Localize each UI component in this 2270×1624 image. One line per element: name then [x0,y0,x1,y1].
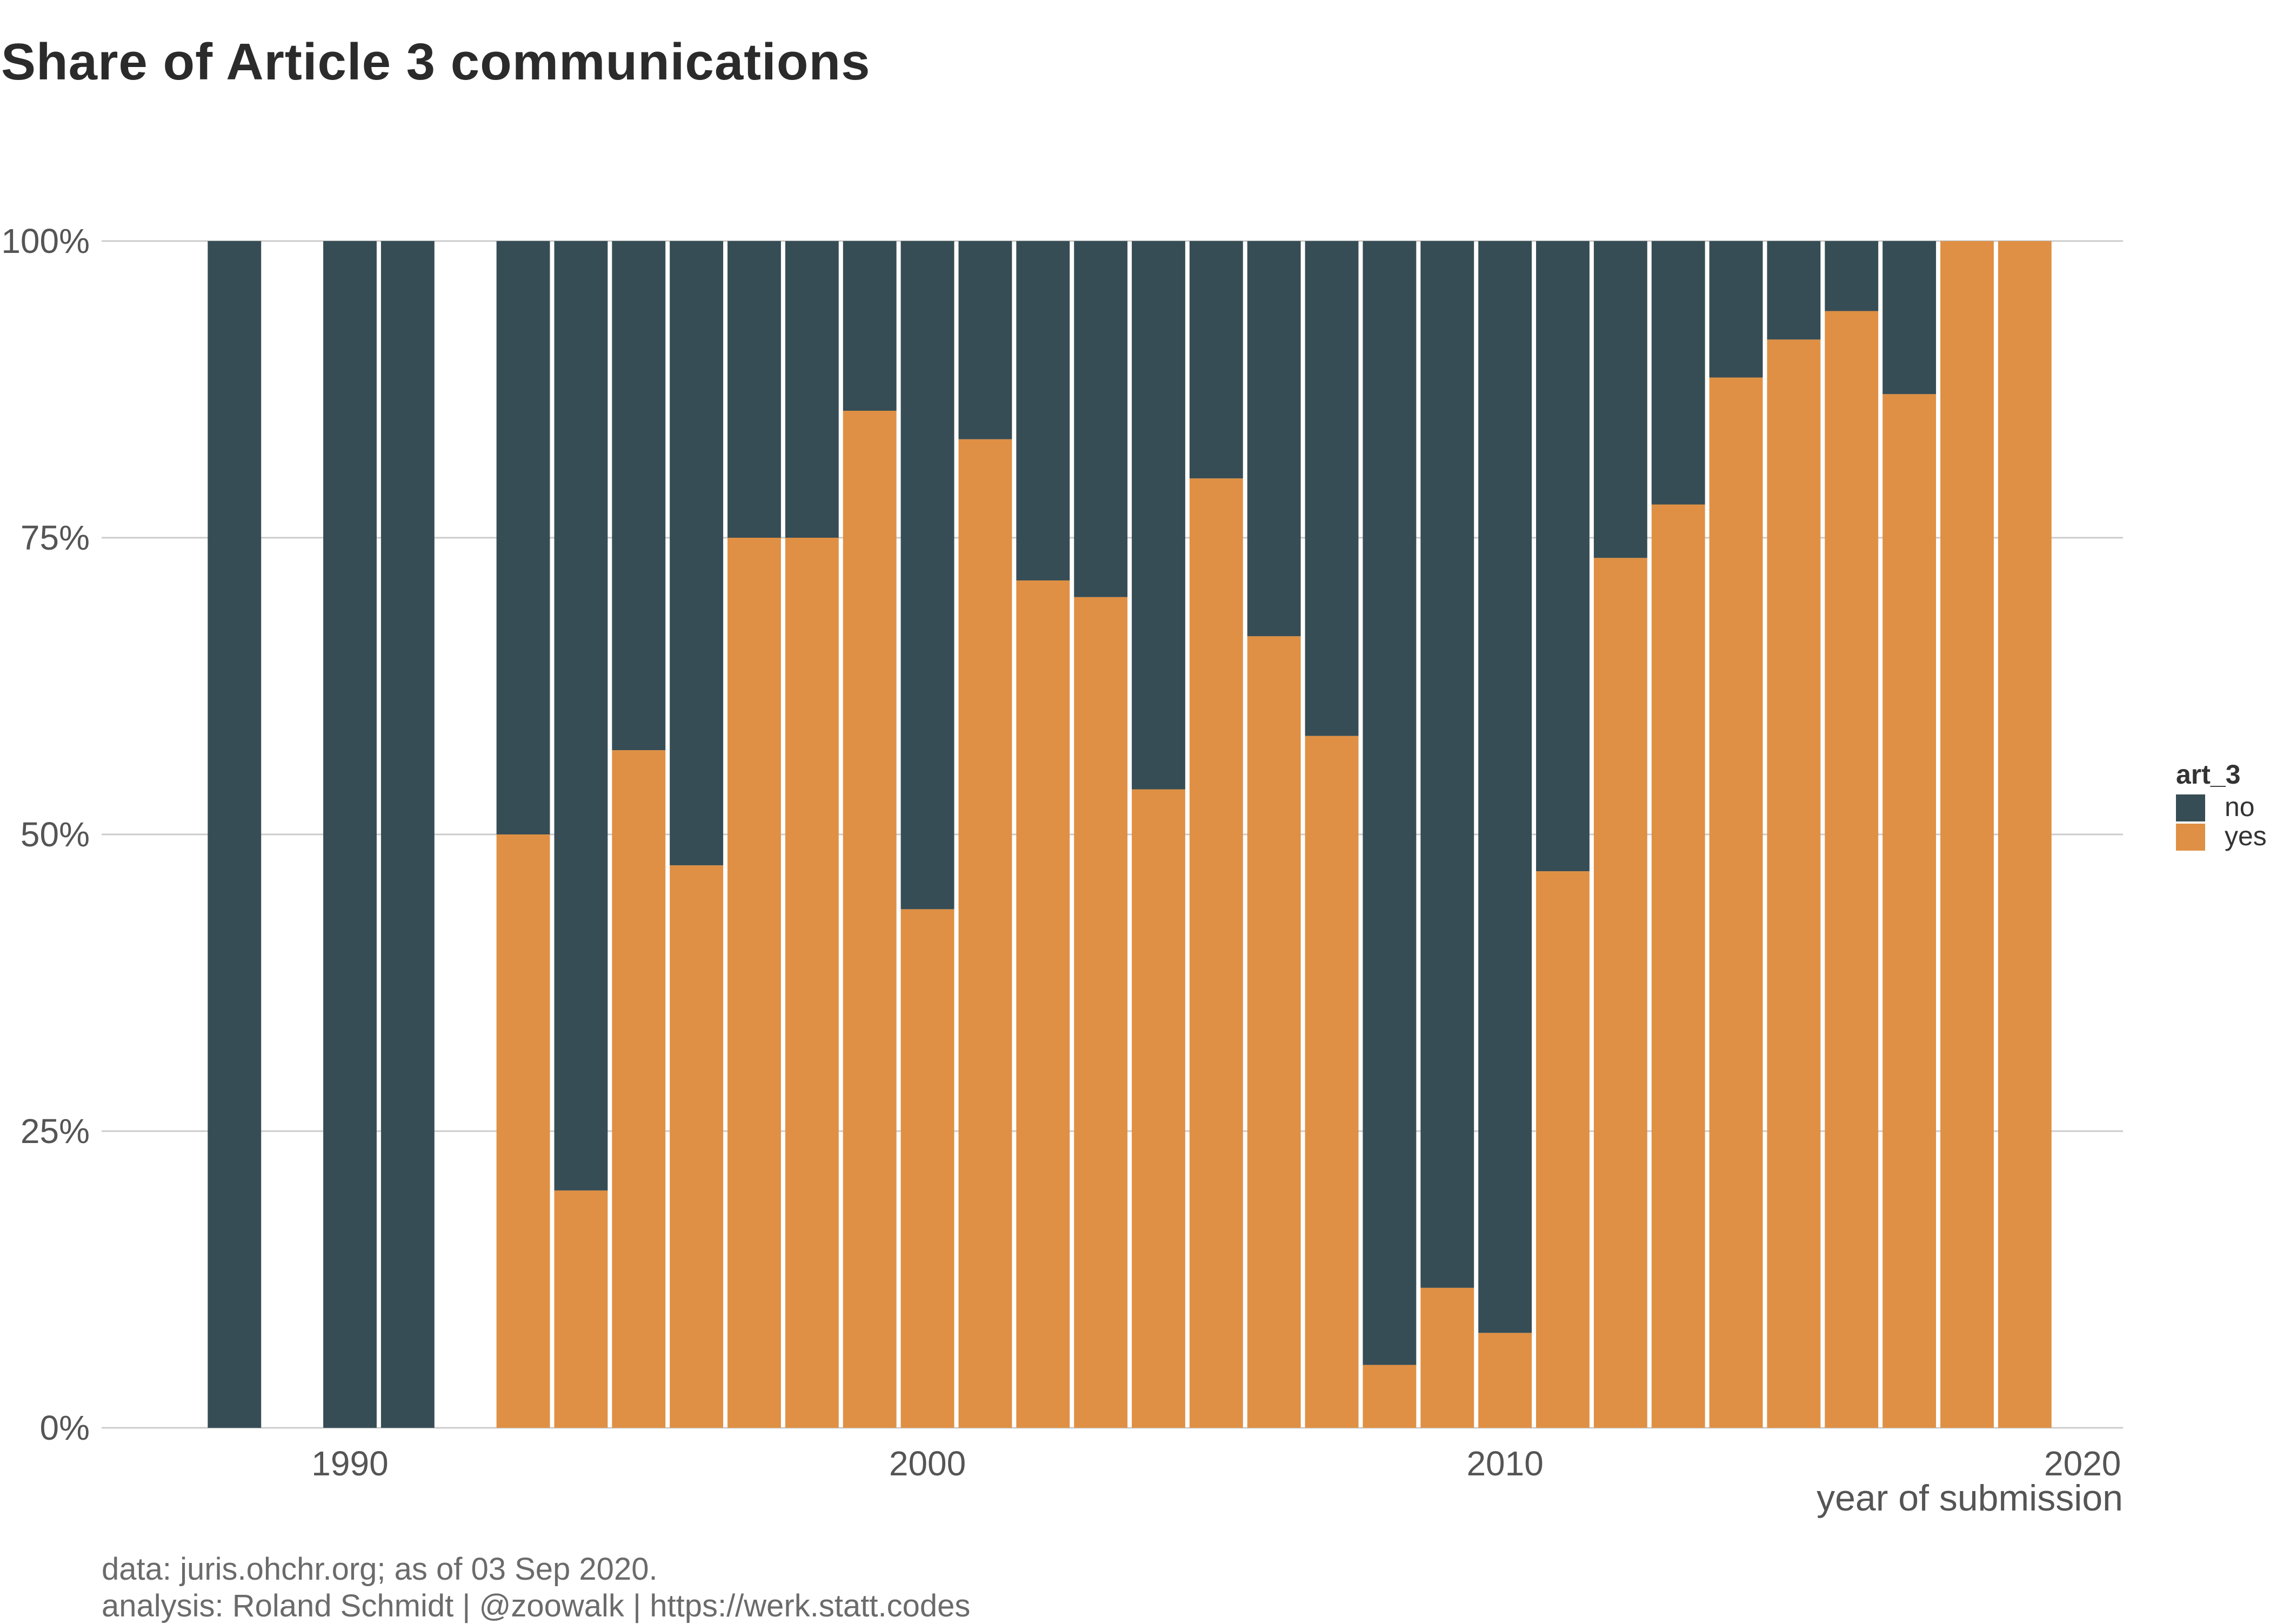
bar-yes-2001 [958,439,1012,1428]
bar-no-1988 [208,241,262,1428]
bar-no-2014 [1709,241,1763,378]
bar-yes-1993 [496,834,550,1428]
axes: 0% 25% 50% 75% 100% 1990 2000 2010 2020 [1,222,2121,1483]
bar-yes-2014 [1709,377,1763,1428]
bar-no-1999 [843,241,897,411]
bar-no-1995 [612,241,666,751]
x-tick-label: 2000 [889,1444,966,1483]
legend-swatch-yes [2176,824,2205,851]
bar-no-2012 [1593,241,1647,558]
bar-yes-2009 [1420,1287,1474,1428]
caption-source: data: juris.ohchr.org; as of 03 Sep 2020… [102,1552,658,1587]
bar-yes-2006 [1247,636,1301,1428]
bars [208,241,2052,1428]
y-tick-label: 0% [40,1408,90,1447]
bar-no-1997 [727,241,781,538]
bar-no-2002 [1016,241,1070,581]
chart-title: Share of Article 3 communications [1,33,871,91]
bar-yes-2007 [1305,736,1359,1428]
bar-yes-2010 [1478,1333,1532,1428]
bar-no-1991 [380,241,435,1428]
bar-yes-2000 [900,909,954,1428]
x-tick-label: 1990 [311,1444,388,1483]
y-tick-label: 50% [21,815,90,854]
bar-yes-2008 [1363,1365,1417,1428]
bar-no-2011 [1536,241,1590,872]
bar-no-2007 [1305,241,1359,736]
bar-yes-2015 [1767,339,1821,1428]
bar-no-1998 [785,241,839,538]
bar-yes-2003 [1074,597,1128,1428]
y-tick-label: 75% [21,518,90,557]
bar-yes-1998 [785,538,839,1428]
bar-no-2008 [1363,241,1417,1365]
x-tick-label: 2020 [2044,1444,2121,1483]
x-tick-label: 2010 [1466,1444,1543,1483]
bar-yes-2005 [1189,478,1243,1428]
bar-yes-2018 [1940,241,1994,1428]
y-tick-label: 100% [1,222,90,260]
bar-yes-1997 [727,538,781,1428]
bar-no-1990 [323,241,377,1428]
bar-yes-2002 [1016,580,1070,1428]
bar-no-2000 [900,241,954,910]
bar-yes-1995 [612,750,666,1428]
bar-no-2005 [1189,241,1243,479]
legend-label-no: no [2225,792,2255,822]
bar-no-2016 [1825,241,1879,311]
bar-yes-2011 [1536,871,1590,1428]
bar-no-2013 [1651,241,1705,505]
bar-no-2015 [1767,241,1821,340]
bar-no-2001 [958,241,1012,439]
bar-no-2010 [1478,241,1532,1333]
bar-yes-1999 [843,411,897,1428]
bar-no-2017 [1882,241,1937,395]
caption-analysis: analysis: Roland Schmidt | @zoowalk | ht… [102,1588,971,1623]
legend-label-yes: yes [2225,821,2267,851]
bar-no-1993 [496,241,550,834]
legend-swatch-no [2176,794,2205,821]
bar-no-2009 [1420,241,1474,1288]
bar-no-2004 [1132,241,1185,790]
bar-yes-2017 [1882,394,1937,1428]
legend-title: art_3 [2176,759,2241,790]
bar-no-2003 [1074,241,1128,597]
bar-no-2006 [1247,241,1301,637]
x-axis-title: year of submission [1817,1478,2123,1519]
bar-yes-1996 [670,865,724,1428]
bar-yes-2004 [1132,789,1185,1428]
bar-yes-1994 [554,1190,608,1428]
bar-yes-2016 [1825,311,1879,1428]
bar-yes-2013 [1651,504,1705,1428]
bar-yes-2019 [1998,241,2052,1428]
bar-no-1996 [670,241,724,866]
bar-yes-2012 [1593,558,1647,1428]
y-tick-label: 25% [21,1112,90,1151]
bar-no-1994 [554,241,608,1191]
